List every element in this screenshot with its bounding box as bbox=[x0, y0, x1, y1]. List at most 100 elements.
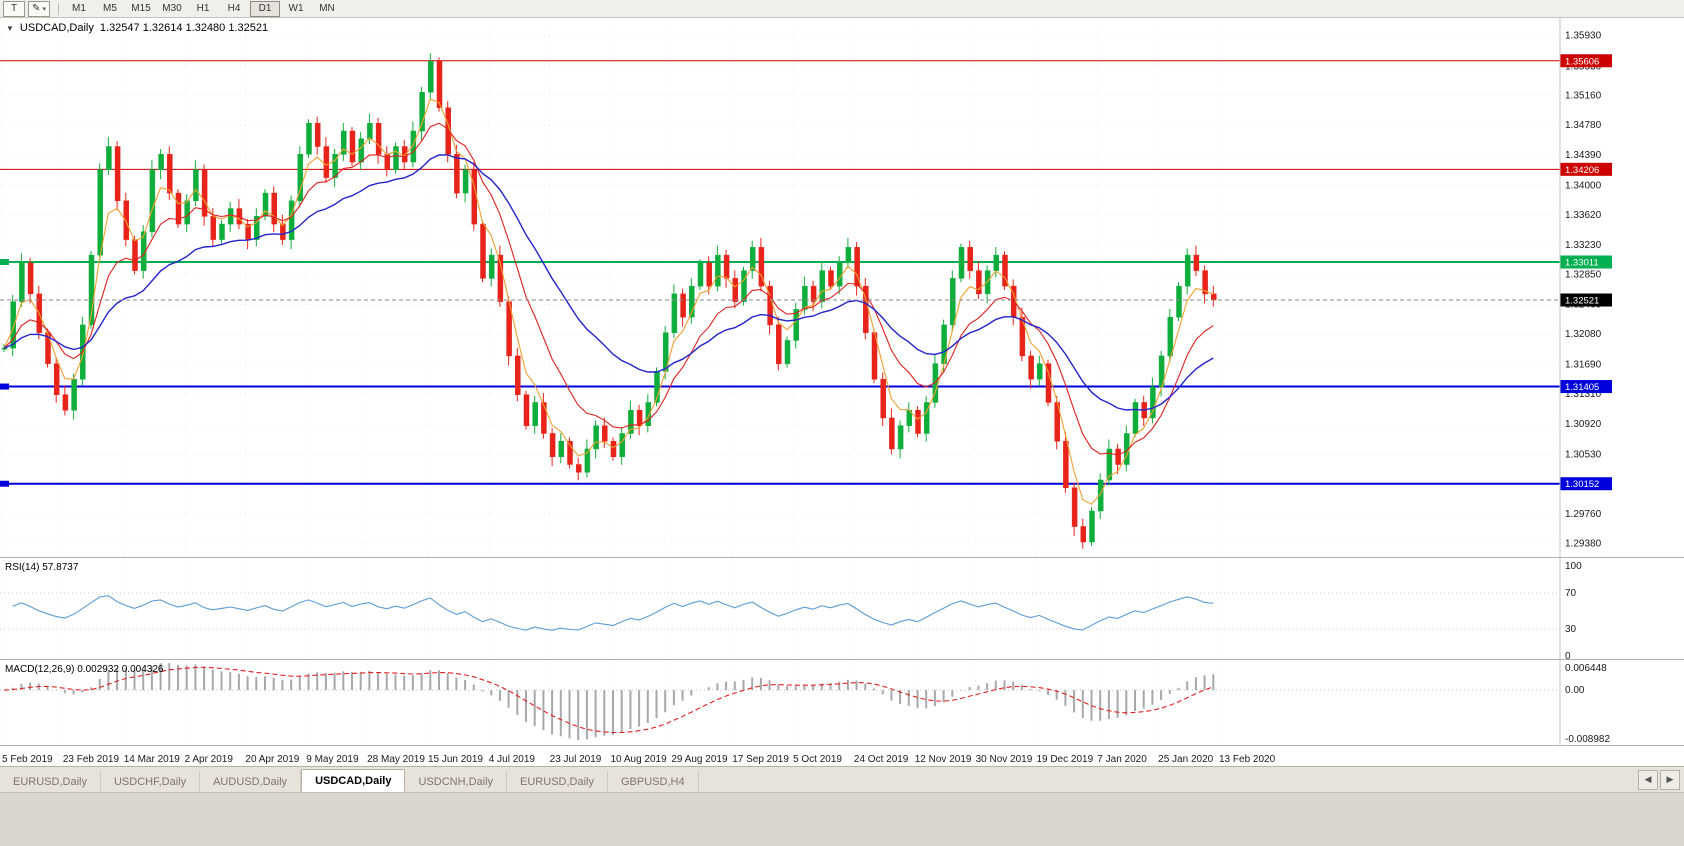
candle-body bbox=[1193, 254, 1200, 271]
candle-body bbox=[288, 200, 295, 240]
candle-body bbox=[558, 440, 565, 457]
candle-body bbox=[210, 216, 217, 240]
level-left-marker bbox=[0, 480, 9, 487]
level-left-marker bbox=[0, 259, 9, 266]
tab-usdcnh-daily[interactable]: USDCNH,Daily bbox=[405, 771, 508, 792]
candle-body bbox=[1132, 402, 1139, 434]
candle-body bbox=[184, 200, 190, 225]
rsi-axis-label: 30 bbox=[1565, 624, 1577, 635]
candle-body bbox=[367, 123, 373, 140]
candle-body bbox=[480, 223, 486, 279]
tab-audusd-daily[interactable]: AUDUSD,Daily bbox=[200, 771, 302, 792]
tab-usdchf-daily[interactable]: USDCHF,Daily bbox=[100, 771, 201, 792]
candle-body bbox=[950, 278, 956, 326]
candle-body bbox=[419, 91, 425, 132]
date-axis-label: 28 May 2019 bbox=[367, 754, 425, 765]
macd-signal-line bbox=[3, 666, 1214, 734]
price-axis-label: 1.33620 bbox=[1565, 210, 1602, 221]
window-bottom-strip bbox=[0, 792, 1684, 846]
date-axis-label: 2 Apr 2019 bbox=[185, 754, 234, 765]
candle-body bbox=[1106, 448, 1113, 481]
timeframe-button-mn[interactable]: MN bbox=[319, 3, 335, 14]
candle-body bbox=[915, 409, 921, 434]
candle-body bbox=[793, 309, 799, 341]
chart-tab-bar: EURUSD,Daily USDCHF,Daily AUDUSD,Daily USDC… bbox=[0, 766, 1684, 792]
candle-body bbox=[167, 154, 173, 194]
timeframe-button-h4[interactable]: H4 bbox=[227, 3, 241, 14]
tab-eurusd-daily[interactable]: EURUSD,Daily bbox=[0, 771, 101, 792]
price-axis-label: 1.35160 bbox=[1565, 90, 1602, 101]
candle-body bbox=[10, 301, 16, 349]
candle-body bbox=[758, 247, 765, 287]
candle-body bbox=[1019, 316, 1026, 357]
candle-body bbox=[410, 130, 417, 163]
date-axis-label: 9 May 2019 bbox=[306, 754, 359, 765]
candle-body bbox=[567, 440, 573, 465]
draw-tool-button[interactable]: ✎ ▾ bbox=[28, 0, 50, 17]
tab-usdcad-daily[interactable]: USDCAD,Daily bbox=[301, 769, 406, 792]
collapse-chart-icon[interactable]: ▼ bbox=[6, 23, 14, 33]
candle-body bbox=[306, 123, 312, 155]
level-price-tag bbox=[1560, 255, 1612, 269]
price-axis-label: 1.35930 bbox=[1565, 31, 1602, 42]
candle-body bbox=[671, 293, 678, 333]
chart-ohlc-values: 1.32547 1.32614 1.32480 1.32521 bbox=[99, 22, 269, 34]
timeframe-button-m30[interactable]: M30 bbox=[162, 3, 182, 14]
timeframe-button-h1[interactable]: H1 bbox=[196, 3, 210, 14]
candle-body bbox=[645, 402, 652, 426]
candle-body bbox=[593, 425, 599, 450]
level-price-tag-label: 1.31405 bbox=[1565, 382, 1599, 393]
candle-body bbox=[1089, 510, 1095, 543]
candle-body bbox=[97, 169, 103, 256]
candle-body bbox=[619, 433, 625, 457]
candle-body bbox=[819, 270, 826, 302]
timeframe-button-m15[interactable]: M15 bbox=[131, 3, 151, 14]
candle-body bbox=[27, 262, 34, 295]
candle-body bbox=[201, 169, 208, 217]
price-axis-label: 1.31690 bbox=[1565, 359, 1602, 370]
date-axis-label: 29 Aug 2019 bbox=[671, 754, 728, 765]
level-price-tag bbox=[1560, 380, 1612, 394]
date-axis-label: 5 Feb 2019 bbox=[2, 754, 53, 765]
candle-body bbox=[332, 154, 338, 178]
date-axis-label: 14 Mar 2019 bbox=[124, 754, 181, 765]
candle-body bbox=[1080, 526, 1087, 543]
candle-body bbox=[958, 247, 965, 279]
date-axis-label: 25 Jan 2020 bbox=[1158, 754, 1213, 765]
candle-body bbox=[19, 262, 25, 302]
timeframe-button-m1[interactable]: M1 bbox=[72, 3, 86, 14]
moving-average-line bbox=[3, 98, 1214, 505]
price-chart-canvas[interactable]: 1.359301.355301.351601.347801.343901.340… bbox=[0, 18, 1684, 766]
price-axis-label: 1.29760 bbox=[1565, 509, 1602, 520]
price-axis-label: 1.30530 bbox=[1565, 449, 1602, 460]
tab-gbpusd-h4[interactable]: GBPUSD,H4 bbox=[608, 771, 699, 792]
candle-body bbox=[158, 154, 164, 171]
price-axis-label: 1.34780 bbox=[1565, 120, 1602, 131]
candle-body bbox=[741, 270, 747, 302]
tab-eurusd-daily[interactable]: EURUSD,Daily bbox=[507, 771, 608, 792]
candle-body bbox=[967, 247, 973, 271]
macd-indicator-label: MACD(12,26,9) 0.002932 0.004326 bbox=[5, 664, 164, 675]
candle-body bbox=[889, 417, 895, 450]
candle-body bbox=[123, 200, 130, 240]
timeframe-button-w1[interactable]: W1 bbox=[288, 3, 304, 14]
timeframe-button-d1[interactable]: D1 bbox=[250, 0, 280, 17]
tab-scroll-left-button[interactable]: ◀ bbox=[1638, 769, 1658, 790]
price-axis-label: 1.31310 bbox=[1565, 389, 1602, 400]
candle-body bbox=[471, 169, 478, 225]
text-tool-button[interactable]: T bbox=[3, 0, 25, 17]
candle-body bbox=[436, 60, 443, 109]
candle-body bbox=[854, 247, 860, 287]
candle-body bbox=[976, 270, 982, 295]
candle-body bbox=[880, 378, 886, 419]
candle-body bbox=[515, 355, 521, 395]
tab-scroll-right-button[interactable]: ▶ bbox=[1660, 769, 1680, 790]
date-axis-label: 19 Dec 2019 bbox=[1036, 754, 1093, 765]
candle-body bbox=[610, 440, 617, 457]
candle-body bbox=[375, 123, 382, 155]
candle-body bbox=[1115, 448, 1121, 465]
candle-body bbox=[532, 402, 538, 426]
timeframe-button-m5[interactable]: M5 bbox=[103, 3, 117, 14]
moving-average-line bbox=[3, 122, 1214, 456]
